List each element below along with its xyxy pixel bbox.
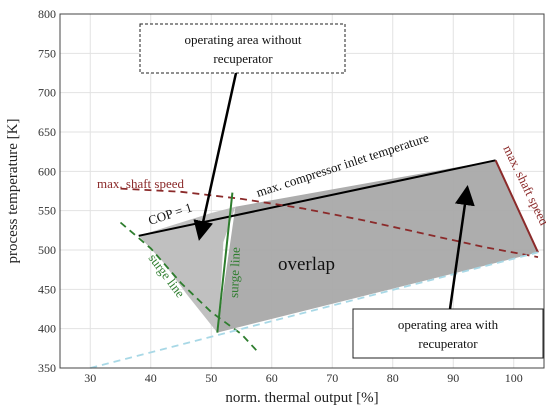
y-tick-label: 400 bbox=[38, 322, 56, 336]
x-axis-title: norm. thermal output [%] bbox=[225, 390, 378, 406]
x-tick-label: 40 bbox=[145, 371, 157, 385]
x-tick-label: 50 bbox=[205, 371, 217, 385]
plot-frame bbox=[59, 13, 545, 369]
y-tick-label: 450 bbox=[38, 282, 56, 296]
surge-line-line bbox=[216, 192, 234, 333]
arrow-without-recuperator bbox=[193, 72, 238, 241]
y-tick-label: 650 bbox=[38, 125, 56, 139]
x-tick-label: 90 bbox=[447, 371, 459, 385]
max-shaft-speed-line bbox=[494, 159, 539, 253]
label-surge-line-solid: surge line bbox=[226, 247, 243, 298]
annotation-box-without-recuperator bbox=[139, 23, 346, 74]
label-overlap: overlap bbox=[278, 254, 335, 275]
y-axis-title: process temperature [K] bbox=[5, 119, 21, 264]
annotation-with-recuperator-line2: recuperator bbox=[418, 336, 478, 351]
y-tick-label: 500 bbox=[38, 243, 56, 257]
x-tick-label: 30 bbox=[84, 371, 96, 385]
annotation-with-recuperator-line1: operating area with bbox=[398, 317, 499, 332]
y-tick-label: 600 bbox=[38, 164, 56, 178]
annotation-box-with-recuperator bbox=[352, 308, 544, 359]
label-max-shaft-speed-dashed: max. shaft speed bbox=[97, 176, 185, 191]
y-tick-label: 800 bbox=[38, 7, 56, 21]
ticks: 30 40 50 60 70 80 90 100 350 400 450 500 550 600 650 70… bbox=[38, 7, 523, 385]
x-tick-label: 70 bbox=[326, 371, 338, 385]
cop-reference-line bbox=[90, 251, 539, 369]
y-tick-label: 550 bbox=[38, 204, 56, 218]
arrow-with-recuperator bbox=[448, 185, 475, 310]
surge-line-line bbox=[119, 221, 261, 355]
x-tick-label: 80 bbox=[387, 371, 399, 385]
x-tick-label: 100 bbox=[505, 371, 523, 385]
annotation-without-recuperator-line2: recuperator bbox=[213, 51, 273, 66]
y-tick-label: 750 bbox=[38, 46, 56, 60]
x-tick-label: 60 bbox=[266, 371, 278, 385]
y-tick-label: 700 bbox=[38, 86, 56, 100]
annotation-without-recuperator-line1: operating area without bbox=[185, 32, 302, 47]
y-tick-label: 350 bbox=[38, 361, 56, 375]
